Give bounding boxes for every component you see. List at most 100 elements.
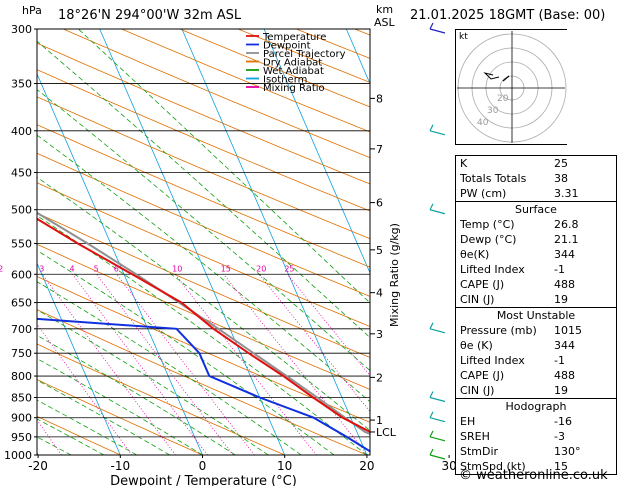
storm-motion-arrow [502, 75, 510, 82]
dry-adiabat-line [37, 343, 285, 455]
pressure-tick-label: 950 [11, 431, 32, 444]
dry-adiabat-line [37, 379, 203, 455]
isotherm-line [181, 29, 368, 455]
pressure-tick-label: 850 [11, 391, 32, 404]
dewpoint-line [37, 317, 370, 453]
wet-adiabat-line [37, 176, 370, 432]
dry-adiabat-line [37, 69, 370, 212]
datetime-label: 21.01.2025 18GMT (Base: 00) [410, 8, 606, 23]
legend-label: Dry Adiabat [263, 58, 322, 69]
wet-adiabat-line [37, 89, 370, 372]
surface-li-row: Lifted Index -1 [460, 263, 565, 276]
mixing-ratio-label: 15 [221, 264, 231, 273]
km-unit-label: km [376, 3, 394, 16]
copyright-footer[interactable]: © weatheronline.co.uk [459, 468, 608, 483]
dry-adiabat-line [37, 124, 370, 268]
pressure-tick-label: 400 [11, 125, 32, 138]
wet-adiabat-line [78, 29, 370, 304]
stmdir-row: StmDir 130° [460, 445, 581, 458]
temperature-tick-label: -10 [110, 459, 130, 473]
pressure-unit-label: hPa [22, 4, 42, 17]
surface-cape-row: CAPE (J) 488 [460, 278, 575, 291]
surface-title: Surface [456, 201, 616, 217]
altitude-label: 1 [376, 414, 383, 427]
temperature-tick-label: -20 [28, 459, 48, 473]
surface-temp-row: Temp (°C) 26.8 [460, 218, 579, 231]
wind-barb [429, 328, 446, 334]
wind-barb [429, 28, 446, 34]
pressure-tick-label: 550 [11, 237, 32, 250]
legend-label: Parcel Trajectory [263, 49, 346, 60]
altitude-label: 3 [376, 328, 383, 341]
pressure-tick-label: 900 [11, 412, 32, 425]
wind-barb [429, 130, 446, 136]
wind-barb [429, 454, 446, 460]
mixing-ratio-line [72, 274, 208, 455]
pressure-tick-label: 600 [11, 268, 32, 281]
isotherm-line [37, 72, 203, 455]
wind-barb-flag [429, 448, 434, 456]
pressure-tick-label: 700 [11, 323, 32, 336]
pressure-tick-label: 750 [11, 347, 32, 360]
wind-barb-flag [429, 391, 434, 398]
hodograph-ring-label: 40 [477, 118, 489, 128]
wind-barb-flag [429, 411, 434, 418]
plot-frame [36, 28, 371, 456]
pressure-tick-label: 650 [11, 297, 32, 310]
mixing-ratio-label: 10 [172, 264, 182, 273]
hodograph: kt 20 30 40 [455, 29, 567, 145]
k-index-row: K 25 [460, 157, 568, 170]
wet-adiabat-line [37, 309, 269, 455]
location-label: 18°26'N 294°00'W 32m ASL [58, 8, 242, 23]
hodograph-ring-label: 30 [487, 106, 499, 116]
dry-adiabat-line [63, 29, 370, 159]
mixing-ratio-label: 5 [94, 264, 99, 273]
pressure-tick-label: 300 [11, 23, 32, 36]
dry-adiabat-line [37, 309, 368, 455]
x-axis-label: Dewpoint / Temperature (°C) [110, 474, 297, 486]
wind-barb [429, 417, 446, 423]
legend-label: Temperature [262, 32, 326, 43]
altitude-label: LCL [376, 426, 397, 439]
altitude-label: 7 [376, 143, 383, 156]
sreh-row: SREH -3 [460, 430, 565, 443]
surface-theta-row: θe(K) 344 [460, 248, 575, 261]
wind-barb [429, 209, 446, 215]
hodograph-trace [483, 72, 500, 80]
asl-unit-label: ASL [374, 16, 395, 29]
pressure-tick-label: 1000 [4, 449, 32, 462]
wind-barb [429, 436, 446, 442]
mu-cape-row: CAPE (J) 488 [460, 369, 575, 382]
mu-pressure-row: Pressure (mb) 1015 [460, 324, 582, 337]
pressure-tick-label: 800 [11, 370, 32, 383]
pressure-tick-label: 500 [11, 204, 32, 217]
temperature-line [37, 217, 370, 434]
mixing-ratio-label: 25 [284, 264, 294, 273]
eh-row: EH -16 [460, 415, 572, 428]
dry-adiabat-line [37, 42, 370, 185]
mu-li-row: Lifted Index -1 [460, 354, 565, 367]
surface-dewp-row: Dewp (°C) 21.1 [460, 233, 579, 246]
totals-totals-row: Totals Totals 38 [460, 172, 568, 185]
legend-label: Mixing Ratio [263, 83, 325, 94]
surface-cin-row: CIN (J) 19 [460, 293, 568, 306]
mixing-ratio-axis-label: Mixing Ratio (g/kg) [388, 223, 401, 327]
altitude-label: 2 [376, 371, 383, 384]
temperature-tick-label: 0 [199, 459, 207, 473]
pressure-tick-label: 450 [11, 166, 32, 179]
mixing-ratio-label: 2 [0, 264, 3, 273]
wind-barb-flag [429, 203, 434, 211]
altitude-label: 5 [376, 244, 383, 257]
temperature-tick-label: 30 [441, 459, 456, 473]
temperature-tick-label: 10 [277, 459, 292, 473]
isotherm-line [263, 29, 370, 274]
plot-area [37, 29, 370, 455]
mixing-ratio-line [37, 323, 133, 455]
altitude-label: 4 [376, 287, 383, 300]
mu-cin-row: CIN (J) 19 [460, 384, 568, 397]
mu-theta-row: θe (K) 344 [460, 339, 575, 352]
wet-adiabat-line [37, 379, 170, 455]
mixing-ratio-label: 3 [39, 264, 44, 273]
wind-barb-flag [429, 124, 434, 132]
